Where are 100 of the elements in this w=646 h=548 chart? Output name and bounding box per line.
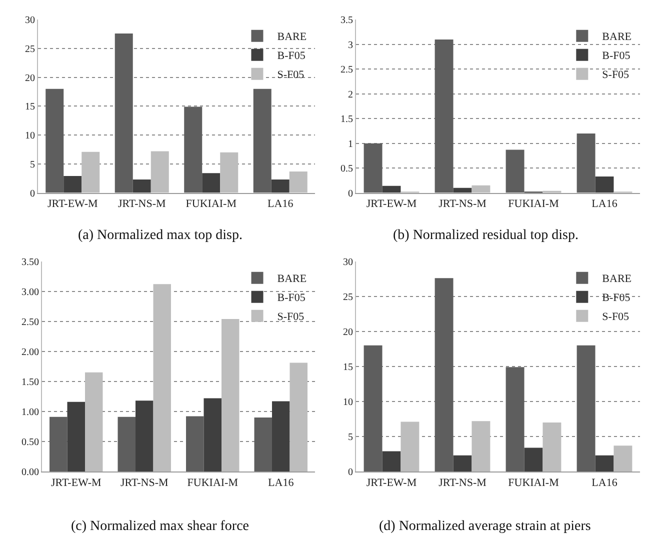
bar — [85, 372, 103, 472]
y-tick-label: 10 — [343, 396, 353, 408]
text: (d) Normalized average strain at piers — [379, 519, 591, 534]
bar — [82, 152, 100, 193]
y-tick-label: 0.50 — [22, 437, 39, 448]
bar — [67, 402, 85, 472]
bar — [453, 455, 472, 472]
x-tick-label: LA16 — [592, 476, 618, 489]
y-tick-label: 5 — [30, 159, 35, 170]
x-tick-label: JRT-EW-M — [47, 198, 98, 210]
bar — [289, 171, 308, 193]
x-tick-label: FUKIAI-M — [508, 476, 560, 489]
bar — [595, 176, 614, 193]
x-tick-label: LA16 — [268, 198, 294, 210]
y-tick-label: 15 — [343, 362, 353, 373]
bar — [50, 416, 68, 472]
bar — [472, 185, 490, 193]
x-tick-label: JRT-NS-M — [120, 476, 169, 489]
bar — [434, 278, 454, 472]
bar — [382, 451, 401, 472]
y-tick-label: 0.5 — [340, 164, 353, 175]
bar — [364, 345, 382, 472]
bar — [576, 345, 596, 472]
y-tick-label: 3.5 — [340, 15, 353, 26]
bar — [204, 398, 222, 472]
bar — [220, 152, 238, 193]
x-tick-label: JRT-EW-M — [366, 476, 417, 489]
y-tick-label: 1 — [348, 138, 353, 150]
bar — [222, 318, 240, 472]
bar — [614, 446, 632, 472]
bar — [153, 284, 171, 472]
bar — [542, 422, 562, 472]
bar — [272, 401, 290, 472]
legend-label: BARE — [602, 31, 632, 44]
bar — [118, 416, 136, 472]
y-tick-label: 1.50 — [22, 376, 39, 388]
legend-label: B-F05 — [277, 50, 306, 62]
legend-label: S-F05 — [602, 311, 630, 324]
legend-label: BARE — [277, 273, 307, 286]
y-tick-label: 5 — [348, 432, 353, 444]
x-tick-label: JRT-NS-M — [118, 198, 166, 210]
bar — [132, 180, 151, 193]
bar — [271, 180, 290, 193]
bar — [382, 186, 401, 193]
bar — [472, 421, 490, 472]
y-tick-label: 0 — [30, 188, 35, 200]
legend-label: B-F05 — [602, 50, 631, 62]
bar — [595, 455, 614, 472]
text: (a) Normalized max top disp. — [78, 228, 242, 243]
y-tick-label: 1.00 — [22, 406, 39, 418]
y-tick-label: 3.00 — [22, 286, 39, 298]
y-tick-label: 2 — [348, 89, 353, 100]
legend-label: S-F05 — [277, 311, 305, 324]
x-tick-label: JRT-NS-M — [438, 198, 487, 210]
bar — [364, 143, 382, 193]
x-tick-label: LA16 — [268, 476, 294, 489]
bar — [184, 106, 202, 193]
y-tick-label: 0.00 — [22, 467, 39, 478]
y-tick-label: 2.50 — [22, 316, 39, 328]
bar — [524, 448, 543, 472]
y-tick-label: 0 — [348, 188, 353, 200]
text: (b) Normalized residual top disp. — [393, 228, 578, 243]
x-tick-label: JRT-NS-M — [438, 476, 487, 489]
bar — [136, 400, 154, 472]
y-tick-label: 2.5 — [340, 64, 353, 76]
y-tick-label: 20 — [343, 326, 353, 338]
x-tick-label: FUKIAI-M — [187, 476, 238, 489]
legend-label: S-F05 — [277, 69, 305, 82]
y-tick-label: 30 — [25, 15, 35, 26]
bar — [254, 417, 272, 472]
y-tick-label: 25 — [25, 44, 35, 56]
y-tick-label: 0 — [348, 467, 353, 478]
bar — [186, 416, 204, 472]
y-tick-label: 20 — [25, 72, 35, 84]
y-tick-label: 1.5 — [340, 114, 353, 126]
bar — [114, 34, 133, 193]
y-tick-label: 3 — [348, 40, 353, 51]
legend-label: B-F05 — [277, 292, 306, 304]
y-tick-label: 15 — [25, 102, 35, 113]
y-tick-label: 10 — [25, 130, 35, 142]
legend-label: B-F05 — [602, 292, 631, 304]
bar — [64, 176, 82, 193]
y-tick-label: 25 — [343, 292, 353, 303]
y-tick-label: 3.50 — [22, 256, 39, 268]
bar — [506, 150, 524, 193]
x-tick-label: LA16 — [592, 198, 618, 210]
bar — [400, 422, 420, 472]
legend-label: S-F05 — [602, 69, 630, 82]
text: (c) Normalized max shear force — [71, 519, 250, 534]
bar — [46, 88, 64, 193]
bar — [253, 88, 272, 193]
y-tick-label: 2.00 — [22, 346, 39, 358]
legend-label: BARE — [602, 273, 632, 286]
x-tick-label: JRT-EW-M — [366, 198, 417, 210]
x-tick-label: FUKIAI-M — [186, 198, 237, 210]
bar — [290, 362, 308, 472]
x-tick-label: JRT-EW-M — [50, 476, 102, 489]
legend-label: BARE — [277, 31, 307, 44]
bar — [506, 367, 524, 472]
y-tick-label: 30 — [343, 256, 353, 268]
